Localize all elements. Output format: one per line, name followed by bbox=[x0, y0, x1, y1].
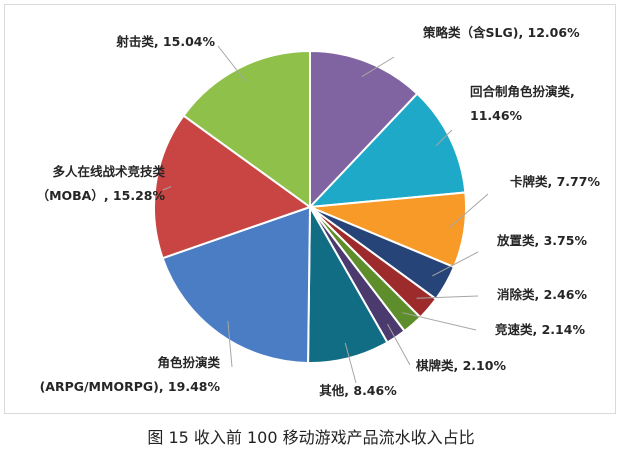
leader-line bbox=[387, 323, 411, 366]
pie-slice bbox=[182, 49, 311, 209]
slice-label: 棋牌类, 2.10% bbox=[415, 358, 506, 373]
slice-label: 角色扮演类(ARPG/MMORPG), 19.48% bbox=[40, 355, 221, 394]
leader-line bbox=[217, 45, 247, 83]
pie-slice bbox=[153, 114, 313, 260]
pie-slice bbox=[307, 92, 467, 209]
leader-line bbox=[416, 295, 479, 299]
leader-line bbox=[361, 56, 395, 78]
leader-line bbox=[402, 312, 477, 331]
slice-label: 放置类, 3.75% bbox=[496, 233, 587, 248]
pie-chart: 策略类（含SLG), 12.06% 回合制角色扮演类, 11.46% 卡牌类, 7.7… bbox=[37, 25, 601, 398]
figure-caption: 图 15 收入前 100 移动游戏产品流水收入占比 bbox=[147, 428, 475, 447]
leader-line bbox=[227, 320, 233, 368]
slice-label: 射击类, 15.04% bbox=[115, 34, 215, 49]
slice-label: 策略类（含SLG), 12.06% bbox=[423, 25, 580, 40]
slice-label: 多人在线战术竞技类（MOBA）, 15.28% bbox=[37, 164, 166, 203]
leader-line bbox=[435, 129, 453, 146]
leader-line bbox=[432, 251, 479, 277]
slice-label: 消除类, 2.46% bbox=[497, 287, 587, 302]
slice-label: 其他, 8.46% bbox=[319, 383, 397, 398]
pie-slice bbox=[309, 49, 419, 210]
leader-line bbox=[162, 186, 172, 191]
leader-line bbox=[344, 342, 357, 384]
slice-label: 卡牌类, 7.77% bbox=[510, 174, 600, 189]
leader-line bbox=[448, 193, 489, 229]
slice-label: 回合制角色扮演类, 11.46% bbox=[470, 84, 575, 123]
slice-label: 竞速类, 2.14% bbox=[495, 322, 585, 337]
